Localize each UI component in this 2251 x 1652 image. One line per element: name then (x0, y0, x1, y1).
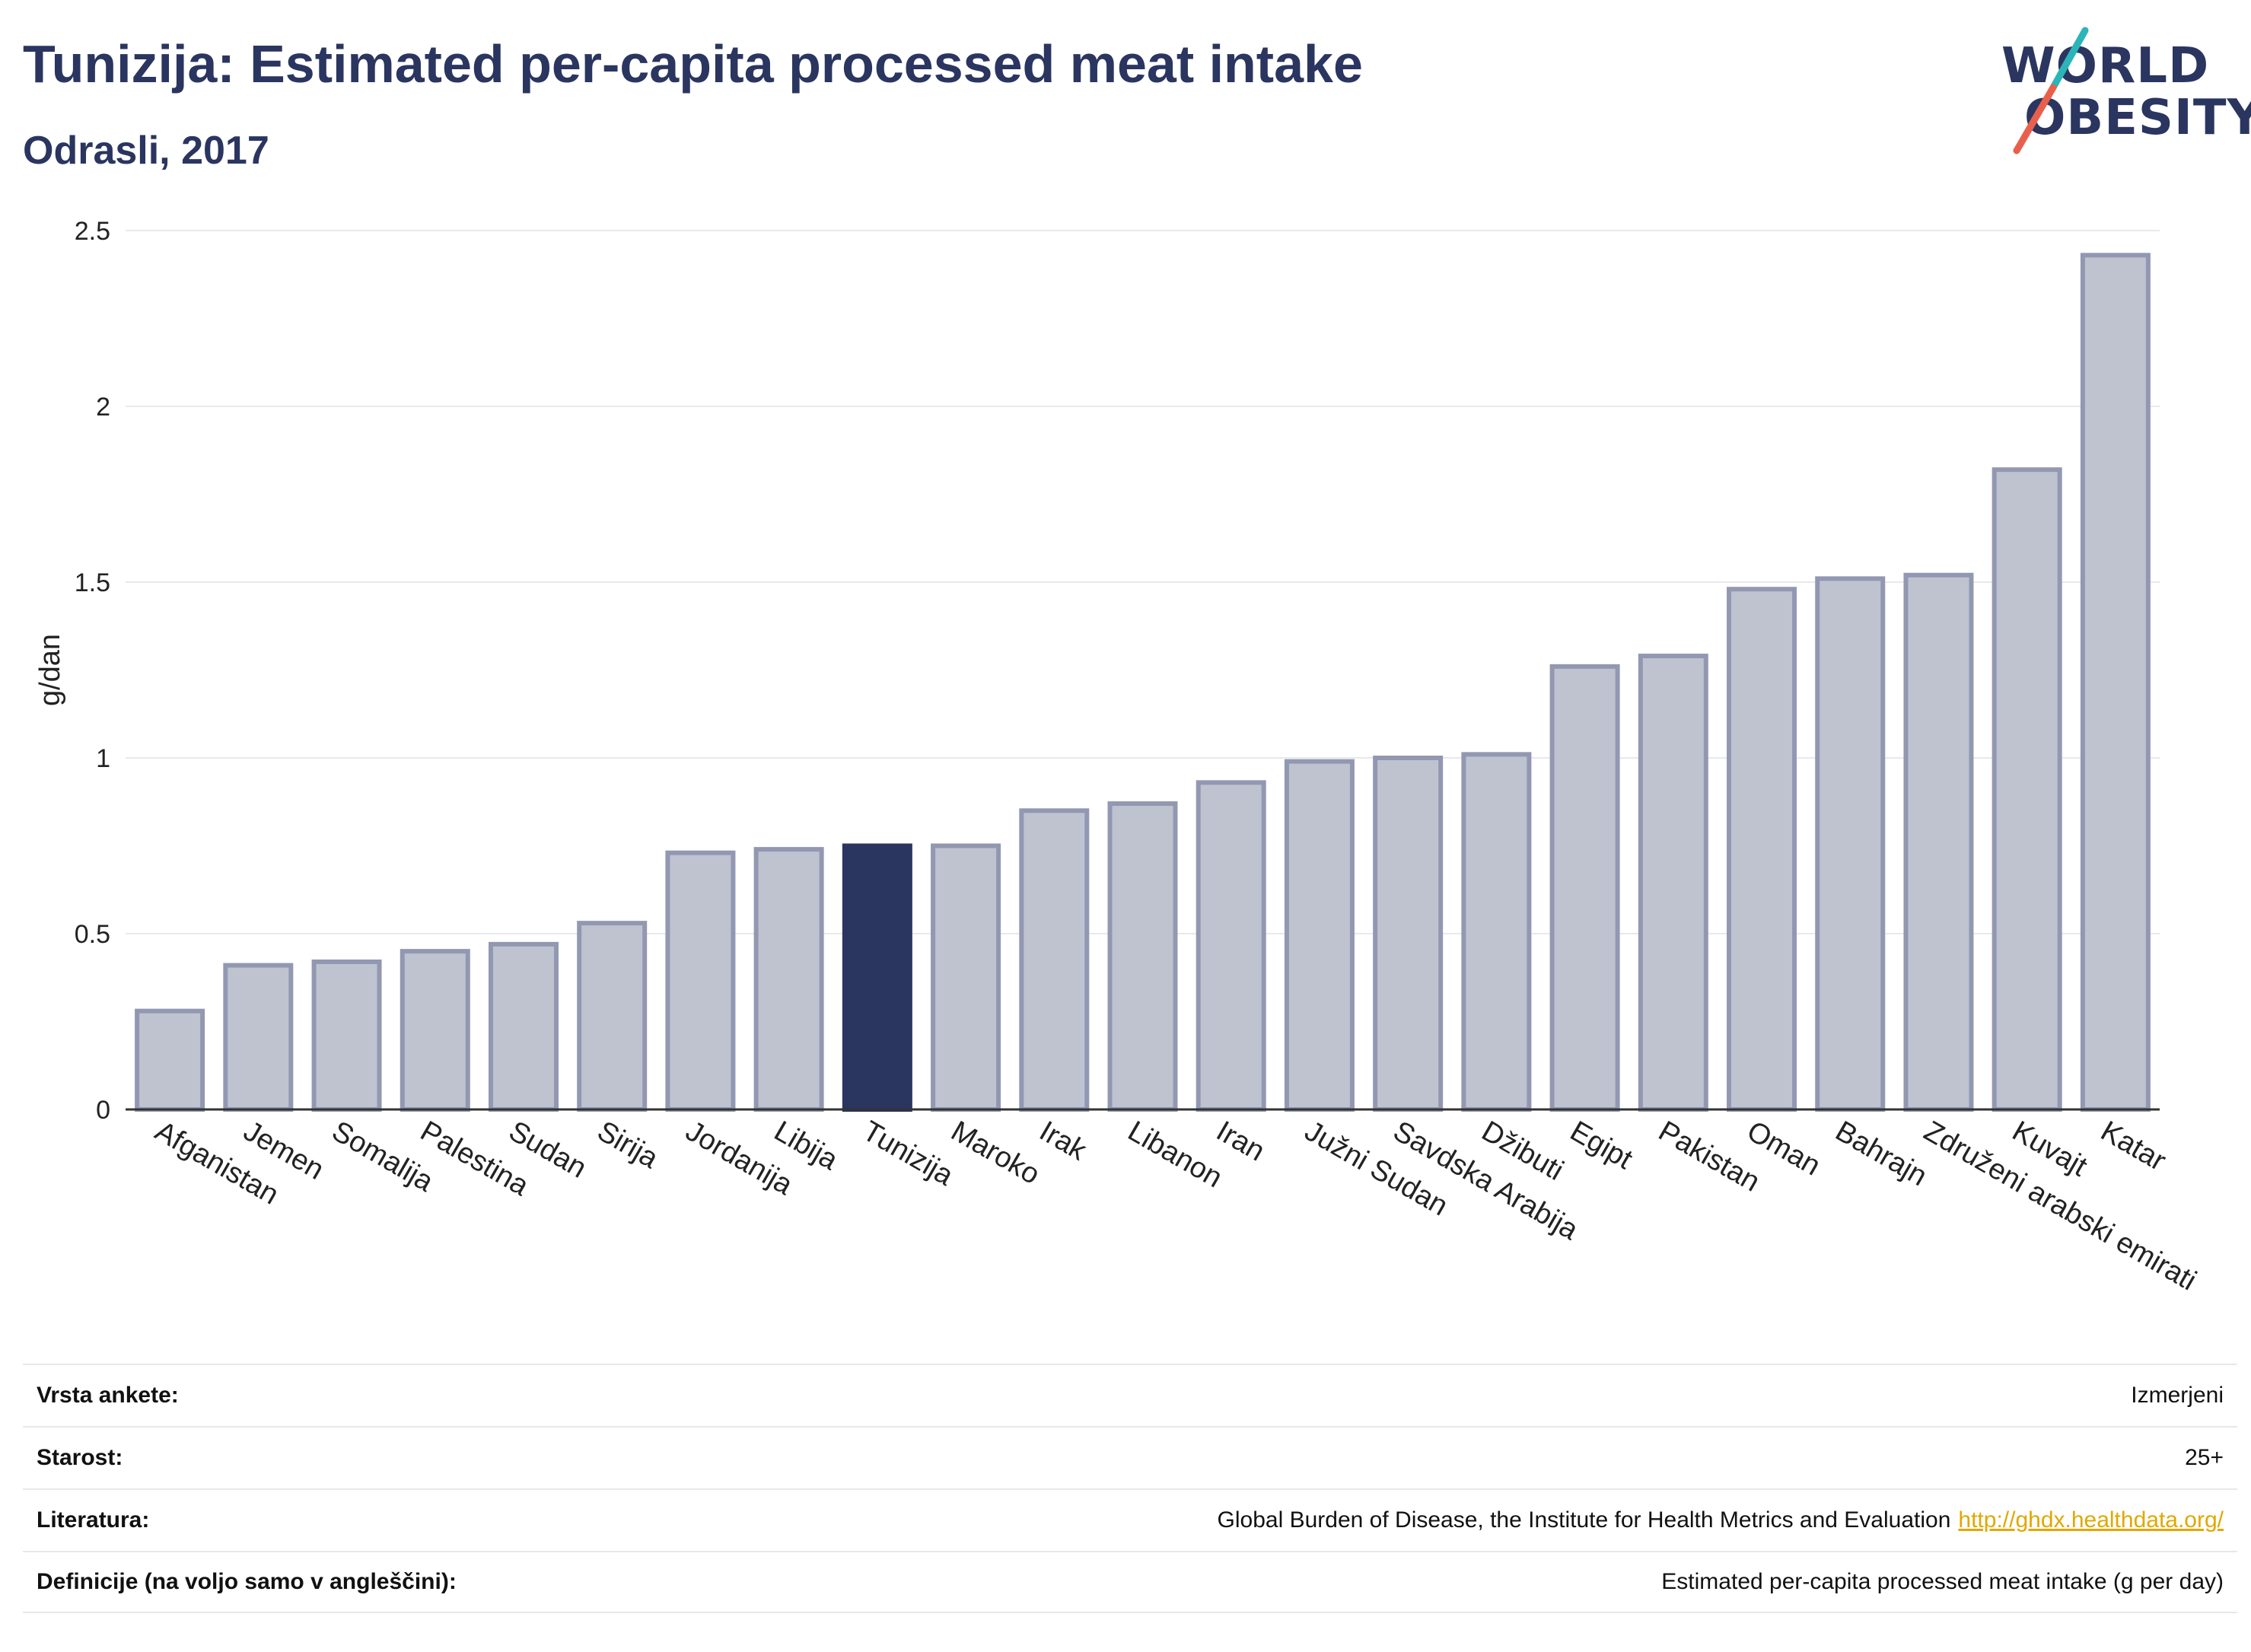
y-tick-label: 2.5 (75, 217, 110, 246)
bar (223, 963, 294, 1112)
bar (135, 1008, 205, 1112)
x-tick-label: Tunizija (857, 1115, 959, 1192)
chart-subtitle: Odrasli, 2017 (23, 129, 269, 173)
info-row-definitions: Definicije (na voljo samo v angleščini):… (23, 1551, 2237, 1613)
x-tick-label: Egipt (1565, 1115, 1638, 1176)
info-table: Vrsta ankete: Izmerjeni Starost: 25+ Lit… (23, 1364, 2237, 1613)
logo-word-world: WORLD (2001, 38, 2210, 94)
logo-slash-icon (2013, 27, 2089, 154)
y-tick-label: 1.5 (75, 568, 110, 597)
x-tick-label: Somalija (326, 1115, 439, 1198)
info-value: Estimated per-capita processed meat inta… (1661, 1569, 2224, 1594)
bar (577, 921, 648, 1112)
bar (1373, 756, 1444, 1112)
info-row-survey-type: Vrsta ankete: Izmerjeni (23, 1364, 2237, 1426)
bar (1727, 587, 1797, 1112)
bar (1815, 576, 1886, 1112)
bar (311, 959, 382, 1112)
bar (1903, 572, 1974, 1112)
x-tick-label: Maroko (946, 1115, 1046, 1191)
source-link[interactable]: http://ghdx.healthdata.org/ (1958, 1507, 2224, 1533)
bar (1284, 759, 1355, 1112)
bar-chart: 00.511.522.5g/danAfganistanJemenSomalija… (34, 217, 2202, 1297)
x-tick-label: Bahrajn (1830, 1115, 1932, 1192)
info-row-age: Starost: 25+ (23, 1426, 2237, 1488)
y-tick-label: 2 (96, 393, 110, 422)
chart-title: Tunizija: Estimated per-capita processed… (23, 34, 1363, 94)
y-tick-label: 0.5 (75, 920, 110, 949)
info-value: 25+ (2185, 1445, 2224, 1470)
bar (1196, 780, 1266, 1112)
bar (1549, 664, 1620, 1112)
y-tick-label: 1 (96, 744, 110, 773)
info-label: Literatura: (37, 1507, 150, 1533)
x-tick-label: Libanon (1122, 1115, 1227, 1194)
y-tick-label: 0 (96, 1096, 110, 1125)
info-value: Global Burden of Disease, the Institute … (1217, 1507, 1951, 1533)
bar (1461, 752, 1532, 1112)
info-label: Vrsta ankete: (37, 1383, 179, 1408)
bar (665, 850, 736, 1112)
x-tick-label: Pakistan (1653, 1115, 1765, 1198)
bar (753, 847, 824, 1112)
y-axis-title: g/dan (34, 634, 66, 706)
x-tick-label: Irak (1034, 1115, 1093, 1167)
bar (1019, 808, 1090, 1112)
info-label: Definicije (na voljo samo v angleščini): (37, 1569, 457, 1594)
logo-word-obesity: OBESITY (2024, 90, 2251, 146)
info-row-literature: Literatura: Global Burden of Disease, th… (23, 1488, 2237, 1551)
bar (1107, 801, 1178, 1112)
bar (1992, 467, 2062, 1112)
info-value: Izmerjeni (2131, 1383, 2224, 1408)
x-tick-label: Sirija (592, 1115, 664, 1175)
bar (2080, 253, 2151, 1112)
x-tick-label: Iran (1211, 1115, 1270, 1167)
x-tick-label: Katar (2095, 1115, 2171, 1177)
bar (1638, 654, 1708, 1112)
bar (931, 843, 1001, 1112)
bar (400, 949, 470, 1112)
bar (488, 941, 559, 1112)
info-value-with-link: Global Burden of Disease, the Institute … (1218, 1507, 2224, 1533)
bar (842, 843, 912, 1112)
info-label: Starost: (37, 1445, 123, 1470)
world-obesity-logo: WORLD OBESITY (1994, 23, 2251, 160)
